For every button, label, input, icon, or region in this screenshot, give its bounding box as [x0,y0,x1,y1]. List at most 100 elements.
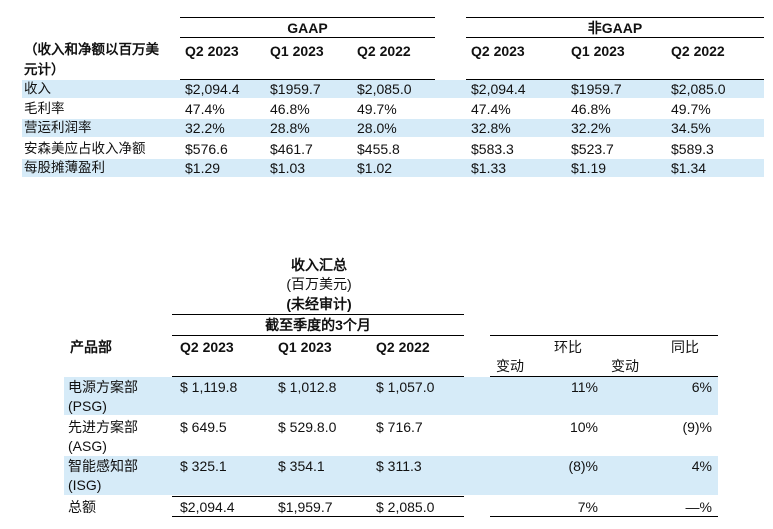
table-cell: $ 354.1 [278,458,325,474]
divider [490,335,718,336]
table-cell: $2,094.4 [180,499,235,515]
table-cell: $523.7 [571,141,614,157]
nongaap-period-q2-2022: Q2 2022 [671,43,725,59]
divider [180,79,435,80]
table-cell: 32.2% [185,120,225,136]
division-code: (PSG) [68,398,107,414]
divider [180,37,435,38]
divider [172,496,464,497]
period-q2-2022: Q2 2022 [376,339,430,355]
table-cell: $2,094.4 [471,81,526,97]
gaap-header: GAAP [287,20,328,36]
yoy-change-label: 变动 [611,358,639,374]
total-label: 总额 [68,499,96,515]
divider [180,17,435,18]
gaap-period-q2-2022: Q2 2022 [357,43,411,59]
table-cell: $ 1,057.0 [376,379,435,395]
table-cell: 32.2% [571,120,611,136]
period-header: 截至季度的3个月 [265,317,371,333]
table-cell: $455.8 [357,141,400,157]
table-cell: $ 649.5 [180,419,227,435]
yoy-cell: (9)% [682,419,712,435]
divider [466,17,764,18]
table-cell: $1.33 [471,160,507,176]
table-cell: $1.19 [571,160,607,176]
gaap-period-q2-2023: Q2 2023 [185,43,239,59]
nongaap-period-q1-2023: Q1 2023 [571,43,625,59]
qoq-cell: 7% [577,499,598,515]
yoy-cell: —% [685,499,712,515]
table-cell: $ 716.7 [376,419,423,435]
divider [172,335,464,336]
table-cell: $1.29 [185,160,221,176]
table-cell: $2,085.0 [671,81,726,97]
table-cell: 28.8% [270,120,310,136]
division-label: 智能感知部 [68,458,138,474]
nongaap-period-q2-2023: Q2 2023 [471,43,525,59]
divider [466,37,764,38]
table-cell: $2,085.0 [357,81,412,97]
divider [490,376,718,377]
table-row-label: 每股摊薄盈利 [24,160,105,175]
table-cell: 34.5% [671,120,711,136]
divider [172,314,464,315]
divider [172,516,464,517]
yoy-cell: 4% [691,458,712,474]
table-cell: $ 2,085.0 [376,499,435,515]
qoq-cell: 11% [571,379,598,395]
division-label: 先进方案部 [68,419,138,435]
period-q2-2023: Q2 2023 [180,339,234,355]
table-cell: $461.7 [270,141,313,157]
table-cell: $ 529.8.0 [278,419,337,435]
division-label: 电源方案部 [68,379,138,395]
row-band [64,377,718,415]
table-row-label: 毛利率 [24,101,65,116]
table-cell: $1.02 [357,160,393,176]
product-division-header: 产品部 [70,339,112,355]
table-title: 收入汇总 [291,257,347,273]
row-header-line2: 元计） [24,62,65,77]
divider [466,79,764,80]
table-cell: 47.4% [471,101,511,117]
table-cell: $1.34 [671,160,707,176]
table-row-label: 收入 [24,81,51,96]
divider [172,376,464,377]
table-cell: 46.8% [571,101,611,117]
table-cell: 49.7% [357,101,397,117]
table-cell: $2,094.4 [185,81,240,97]
table-cell: 49.7% [671,101,711,117]
yoy-header: 同比 [671,339,699,355]
table-subtitle-unaudited: (未经审计) [286,296,352,312]
period-q1-2023: Q1 2023 [278,339,332,355]
table-cell: $1,959.7 [278,499,333,515]
yoy-cell: 6% [691,379,712,395]
table-cell: $589.3 [671,141,714,157]
qoq-header: 环比 [554,339,582,355]
division-code: (ASG) [68,438,107,454]
table-cell: $1959.7 [270,81,321,97]
gaap-period-q1-2023: Q1 2023 [270,43,324,59]
row-band [64,456,718,495]
table-row-label: 安森美应占收入净额 [24,141,146,156]
row-band [22,119,764,137]
table-cell: $1.03 [270,160,306,176]
row-band [22,80,764,98]
table-cell: $ 1,119.8 [180,379,238,395]
qoq-cell: (8)% [568,458,598,474]
table-cell: 32.8% [471,120,511,136]
division-code: (ISG) [68,477,102,493]
table-cell: 46.8% [270,101,310,117]
qoq-cell: 10% [569,419,598,435]
table-cell: $583.3 [471,141,514,157]
table-row-label: 营运利润率 [24,120,92,135]
row-band [22,159,764,177]
table-cell: $ 1,012.8 [278,379,337,395]
qoq-change-label: 变动 [496,358,524,374]
table-cell: 28.0% [357,120,397,136]
table-subtitle-units: (百万美元) [286,276,352,292]
table-cell: 47.4% [185,101,225,117]
table-cell: $1959.7 [571,81,622,97]
divider [490,516,718,517]
table-cell: $ 311.3 [376,458,422,474]
row-header-line1: （收入和净额以百万美 [24,42,159,57]
